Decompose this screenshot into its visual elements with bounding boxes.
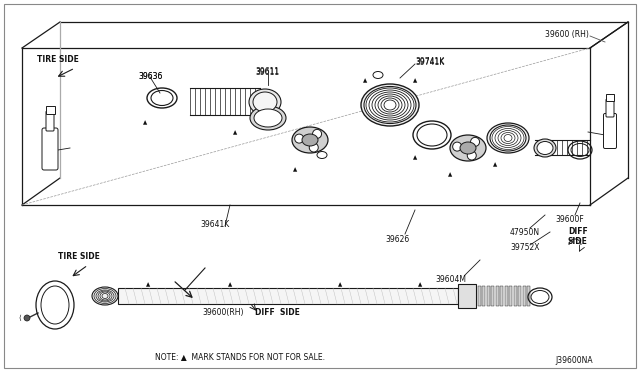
Circle shape bbox=[467, 151, 476, 160]
FancyBboxPatch shape bbox=[518, 286, 522, 306]
Text: 39626: 39626 bbox=[385, 235, 409, 244]
Text: 47950N: 47950N bbox=[510, 228, 540, 237]
Ellipse shape bbox=[302, 134, 318, 146]
Text: ▲: ▲ bbox=[46, 150, 51, 155]
Text: 39600 (RH): 39600 (RH) bbox=[545, 30, 589, 39]
Text: ▲: ▲ bbox=[338, 282, 342, 287]
FancyBboxPatch shape bbox=[505, 286, 508, 306]
FancyBboxPatch shape bbox=[496, 286, 499, 306]
Text: NOTE: ▲  MARK STANDS FOR NOT FOR SALE.: NOTE: ▲ MARK STANDS FOR NOT FOR SALE. bbox=[155, 352, 325, 361]
Text: ▲: ▲ bbox=[413, 78, 417, 83]
Ellipse shape bbox=[534, 139, 556, 157]
FancyBboxPatch shape bbox=[483, 286, 486, 306]
Text: ▲: ▲ bbox=[146, 282, 150, 287]
FancyBboxPatch shape bbox=[45, 106, 54, 113]
Text: ▲: ▲ bbox=[418, 282, 422, 287]
Ellipse shape bbox=[253, 92, 277, 112]
Text: 39636: 39636 bbox=[138, 72, 163, 81]
Ellipse shape bbox=[537, 141, 553, 154]
FancyBboxPatch shape bbox=[487, 286, 490, 306]
Ellipse shape bbox=[460, 142, 476, 154]
FancyBboxPatch shape bbox=[42, 128, 58, 170]
FancyBboxPatch shape bbox=[458, 284, 476, 308]
FancyBboxPatch shape bbox=[46, 111, 54, 131]
Ellipse shape bbox=[250, 106, 286, 130]
Text: 39600(RH): 39600(RH) bbox=[202, 308, 243, 317]
Ellipse shape bbox=[364, 87, 416, 124]
Text: ▲: ▲ bbox=[143, 120, 147, 125]
Text: ▲: ▲ bbox=[228, 282, 232, 287]
FancyBboxPatch shape bbox=[500, 286, 504, 306]
FancyBboxPatch shape bbox=[606, 99, 614, 117]
Ellipse shape bbox=[254, 109, 282, 127]
Text: ▲: ▲ bbox=[606, 133, 611, 138]
Text: 39636: 39636 bbox=[138, 72, 163, 81]
Text: DIFF  SIDE: DIFF SIDE bbox=[255, 308, 300, 317]
Text: ▲: ▲ bbox=[448, 172, 452, 177]
FancyBboxPatch shape bbox=[523, 286, 526, 306]
Circle shape bbox=[309, 143, 318, 152]
Ellipse shape bbox=[292, 127, 328, 153]
Text: ▲: ▲ bbox=[233, 130, 237, 135]
Text: 39611: 39611 bbox=[255, 67, 279, 76]
FancyBboxPatch shape bbox=[527, 286, 531, 306]
Circle shape bbox=[452, 142, 461, 151]
Text: 39752X: 39752X bbox=[510, 243, 540, 252]
Ellipse shape bbox=[92, 287, 118, 305]
Ellipse shape bbox=[249, 89, 281, 115]
Text: 39604M: 39604M bbox=[435, 275, 466, 284]
Text: 39611: 39611 bbox=[255, 68, 279, 77]
Text: 39741K: 39741K bbox=[415, 57, 444, 66]
Text: DIFF: DIFF bbox=[568, 227, 588, 236]
FancyBboxPatch shape bbox=[605, 94, 614, 101]
FancyBboxPatch shape bbox=[509, 286, 513, 306]
Ellipse shape bbox=[450, 135, 486, 161]
Circle shape bbox=[294, 134, 303, 143]
FancyBboxPatch shape bbox=[514, 286, 517, 306]
Circle shape bbox=[470, 137, 479, 146]
Text: TIRE SIDE: TIRE SIDE bbox=[37, 55, 79, 64]
Circle shape bbox=[24, 315, 30, 321]
Ellipse shape bbox=[487, 123, 529, 153]
Text: 39641K: 39641K bbox=[200, 220, 229, 229]
Text: ▲: ▲ bbox=[363, 78, 367, 83]
Text: ▲: ▲ bbox=[413, 155, 417, 160]
Text: 39600F: 39600F bbox=[555, 215, 584, 224]
Ellipse shape bbox=[361, 84, 419, 126]
FancyBboxPatch shape bbox=[492, 286, 495, 306]
FancyBboxPatch shape bbox=[478, 286, 481, 306]
Ellipse shape bbox=[490, 125, 526, 151]
Text: SIDE: SIDE bbox=[568, 237, 588, 246]
Text: 39741K: 39741K bbox=[415, 58, 444, 67]
FancyBboxPatch shape bbox=[604, 113, 616, 148]
FancyBboxPatch shape bbox=[118, 288, 458, 304]
Circle shape bbox=[312, 129, 321, 138]
Text: TIRE SIDE: TIRE SIDE bbox=[58, 252, 100, 261]
Text: ▲: ▲ bbox=[493, 162, 497, 167]
Text: ▲: ▲ bbox=[293, 167, 297, 172]
Text: J39600NA: J39600NA bbox=[555, 356, 593, 365]
Text: ⟨: ⟨ bbox=[19, 315, 21, 321]
